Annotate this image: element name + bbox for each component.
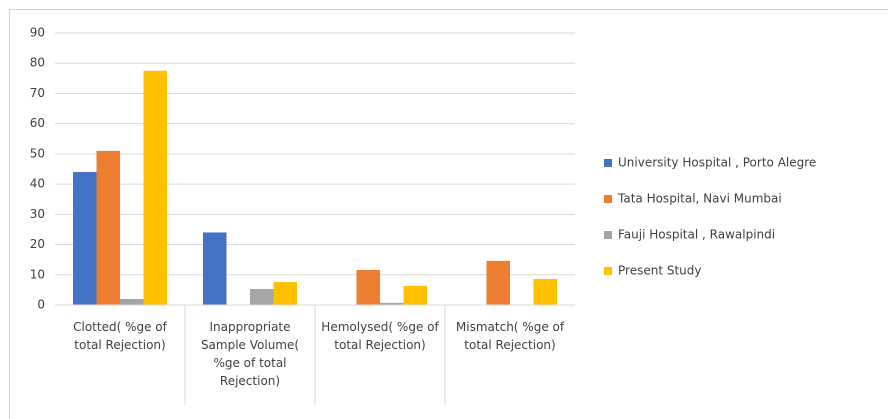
bar <box>203 232 227 305</box>
chart-border <box>9 9 888 419</box>
bar <box>403 285 427 305</box>
x-tick-label: Hemolysed( %ge of total Rejection) <box>321 320 439 352</box>
legend-label: Tata Hospital, Navi Mumbai <box>617 192 782 206</box>
bar <box>380 302 404 305</box>
legend-swatch <box>604 267 612 275</box>
y-tick-label: 50 <box>30 146 45 160</box>
bar <box>143 70 167 306</box>
legend-swatch <box>604 159 612 167</box>
y-tick-label: 30 <box>30 207 45 221</box>
legend-swatch <box>604 231 612 239</box>
x-tick-label: Mismatch( %ge of total Rejection) <box>455 320 565 352</box>
y-tick-label: 40 <box>30 177 45 191</box>
legend-label: Fauji Hospital , Rawalpindi <box>618 228 775 242</box>
legend-label: Present Study <box>618 264 701 278</box>
bar <box>96 150 120 305</box>
bar <box>486 260 510 305</box>
y-tick-label: 0 <box>37 298 45 312</box>
bar <box>533 279 557 305</box>
bar <box>73 172 97 305</box>
y-tick-label: 90 <box>30 26 45 40</box>
bar <box>273 282 297 305</box>
y-tick-label: 80 <box>30 56 45 70</box>
bar <box>250 288 274 305</box>
y-tick-label: 10 <box>30 267 45 281</box>
x-tick-label: Clotted( %ge of total Rejection) <box>73 320 167 352</box>
y-tick-label: 70 <box>30 86 45 100</box>
legend-swatch <box>604 195 612 203</box>
bar <box>356 269 380 305</box>
legend-label: University Hospital , Porto Alegre <box>618 156 816 170</box>
y-tick-label: 60 <box>30 116 45 130</box>
y-tick-label: 20 <box>30 237 45 251</box>
bar <box>120 298 144 305</box>
x-tick-label: Inappropriate Sample Volume( %ge of tota… <box>200 320 300 388</box>
